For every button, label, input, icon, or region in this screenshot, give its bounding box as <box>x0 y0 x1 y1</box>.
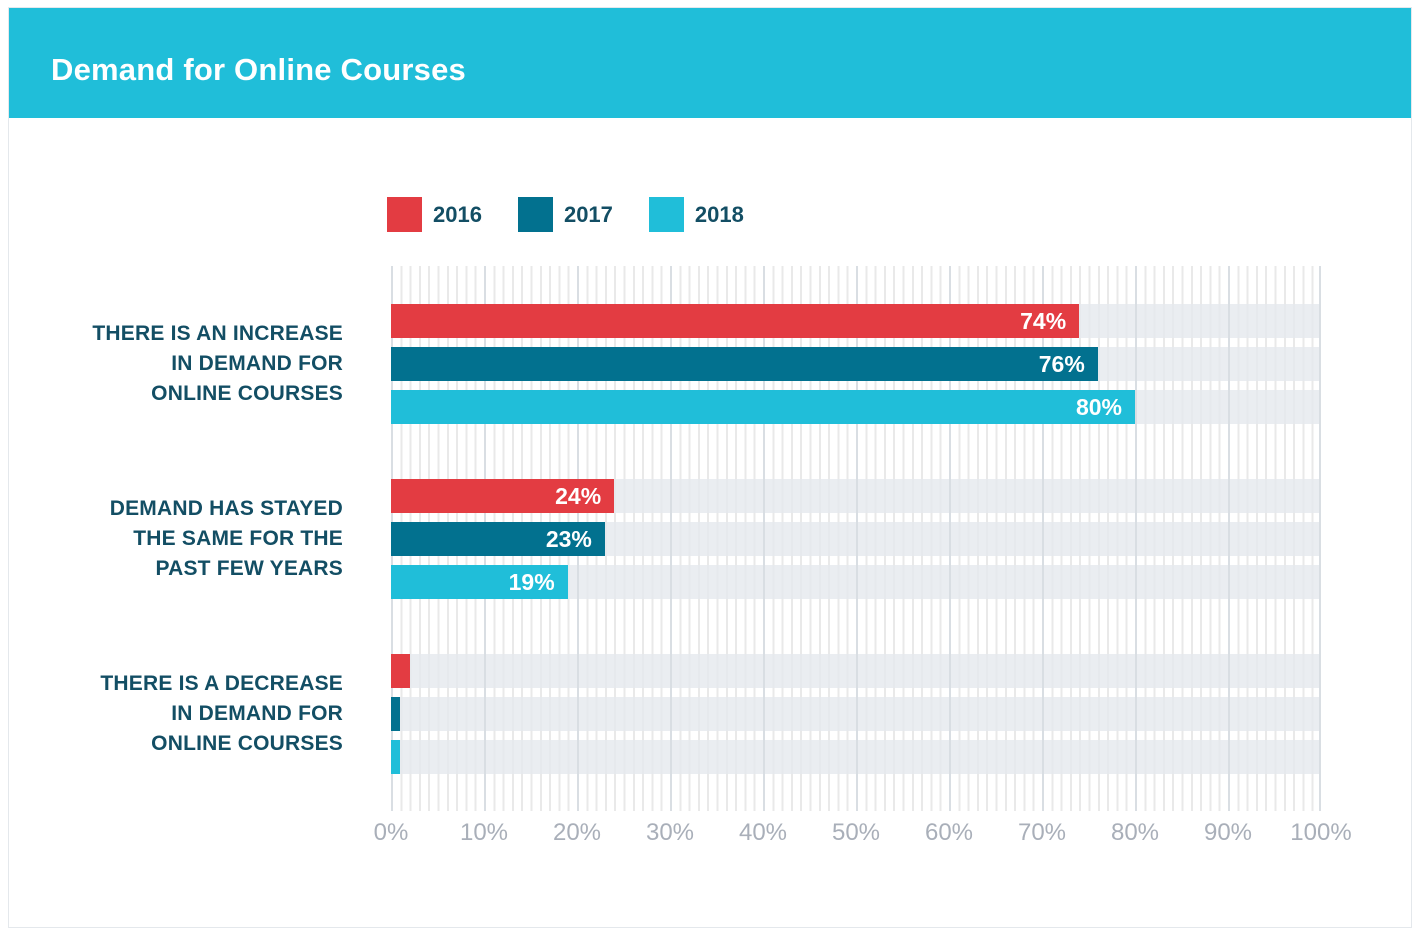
x-tick-label-10pct: 10% <box>459 819 509 846</box>
bar-value-label: 23% <box>545 525 592 552</box>
category-label-line: ONLINE COURSES <box>151 732 343 755</box>
x-tick-label-70pct: 70% <box>1017 819 1067 846</box>
bar-2018-group1: 80% <box>391 390 1135 424</box>
chart-header-band: Demand for Online Courses <box>9 8 1411 118</box>
bar-track <box>391 740 1321 774</box>
x-tick-label-60pct: 60% <box>924 819 974 846</box>
x-tick-label-100pct: 100% <box>1290 819 1352 846</box>
x-tick-label-50pct: 50% <box>831 819 881 846</box>
chart-legend: 2016 2017 2018 <box>387 197 780 232</box>
legend-label: 2018 <box>694 201 744 227</box>
legend-label: 2016 <box>433 201 482 227</box>
legend-swatch-2016 <box>387 197 422 232</box>
bar-2018-group2: 19% <box>391 565 568 599</box>
bar-value-label: 19% <box>508 568 555 595</box>
legend-swatch-2017 <box>517 197 553 232</box>
bar-2016-group2: 24% <box>391 479 615 513</box>
bar-2018-group3 <box>391 740 401 774</box>
x-tick-label-30pct: 30% <box>645 819 695 846</box>
category-label-line: ONLINE COURSES <box>151 382 343 405</box>
category-label-line: IN DEMAND FOR <box>171 352 343 375</box>
x-tick-label-80pct: 80% <box>1110 819 1160 846</box>
bar-2017-group3 <box>391 697 401 731</box>
category-label-group1: THERE IS AN INCREASE IN DEMAND FOR ONLINE … <box>59 319 343 409</box>
legend-label: 2017 <box>563 201 613 227</box>
bar-2017-group2: 23% <box>391 522 605 556</box>
bar-value-label: 80% <box>1075 393 1122 420</box>
bar-2016-group1: 74% <box>391 304 1080 338</box>
plot-area: 74% 76% 80% 24% 23% 19% <box>391 266 1321 811</box>
legend-item-2018: 2018 <box>648 197 744 232</box>
x-tick-label-90pct: 90% <box>1203 819 1253 846</box>
category-label-group3: THERE IS A DECREASE IN DEMAND FOR ONLINE C… <box>59 669 343 759</box>
bar-track <box>391 697 1321 731</box>
category-label-group2: DEMAND HAS STAYED THE SAME FOR THE PAST FE… <box>59 494 343 584</box>
legend-item-2017: 2017 <box>517 197 613 232</box>
bar-value-label: 24% <box>555 482 602 509</box>
category-label-line: IN DEMAND FOR <box>171 702 343 725</box>
bar-value-label: 74% <box>1020 307 1067 334</box>
bar-track <box>391 654 1321 688</box>
category-label-line: DEMAND HAS STAYED <box>109 497 343 520</box>
category-label-line: THE SAME FOR THE <box>133 527 343 550</box>
legend-swatch-2018 <box>648 197 684 232</box>
category-label-line: THERE IS A DECREASE <box>100 672 343 695</box>
bar-2016-group3 <box>391 654 410 688</box>
x-tick-label-40pct: 40% <box>738 819 788 846</box>
bar-value-label: 76% <box>1038 350 1085 377</box>
category-label-line: THERE IS AN INCREASE <box>92 322 343 345</box>
x-tick-label-0pct: 0% <box>373 819 409 846</box>
chart-card: Demand for Online Courses 2016 2017 2018 T… <box>8 7 1412 928</box>
x-tick-label-20pct: 20% <box>552 819 602 846</box>
bar-2017-group1: 76% <box>391 347 1098 381</box>
legend-item-2016: 2016 <box>387 197 482 232</box>
category-label-line: PAST FEW YEARS <box>155 557 343 580</box>
chart-title: Demand for Online Courses <box>51 52 466 87</box>
x-axis: 0% 10% 20% 30% 40% 50% 60% 70% 80% 90% 100% <box>374 819 1352 851</box>
